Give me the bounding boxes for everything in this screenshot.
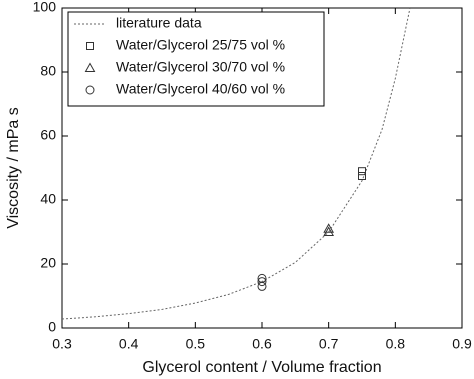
marker-circle <box>85 85 95 95</box>
x-tick-label: 0.6 <box>252 336 272 352</box>
legend-box <box>67 11 325 107</box>
x-tick-label: 0.5 <box>186 336 206 352</box>
y-tick-label: 80 <box>40 63 56 79</box>
marker-circle <box>257 281 267 291</box>
x-tick-label: 0.4 <box>119 336 139 352</box>
marker-square <box>358 172 366 180</box>
legend-label: Water/Glycerol 30/70 vol % <box>116 59 285 75</box>
y-tick-label: 20 <box>40 255 56 271</box>
y-tick-label: 40 <box>40 191 56 207</box>
marker-square <box>86 42 94 50</box>
marker-circle <box>257 277 267 287</box>
y-axis-label: Viscosity / mPa s <box>5 107 22 229</box>
y-tick-label: 100 <box>33 0 57 15</box>
marker-triangle <box>323 226 335 236</box>
x-tick-label: 0.9 <box>452 336 472 352</box>
legend-label: literature data <box>116 15 202 31</box>
x-axis-label: Glycerol content / Volume fraction <box>142 359 381 376</box>
marker-circle <box>257 273 267 283</box>
legend-label: Water/Glycerol 25/75 vol % <box>116 37 285 53</box>
x-tick-label: 0.3 <box>52 336 72 352</box>
literature-curve <box>61 7 411 320</box>
marker-triangle <box>323 223 335 233</box>
x-tick-label: 0.8 <box>386 336 406 352</box>
y-tick-label: 0 <box>48 319 56 335</box>
x-tick-label: 0.7 <box>319 336 339 352</box>
marker-square <box>358 167 366 176</box>
legend-label: Water/Glycerol 40/60 vol % <box>116 81 285 97</box>
marker-triangle <box>84 62 96 72</box>
y-tick-label: 60 <box>40 127 56 143</box>
